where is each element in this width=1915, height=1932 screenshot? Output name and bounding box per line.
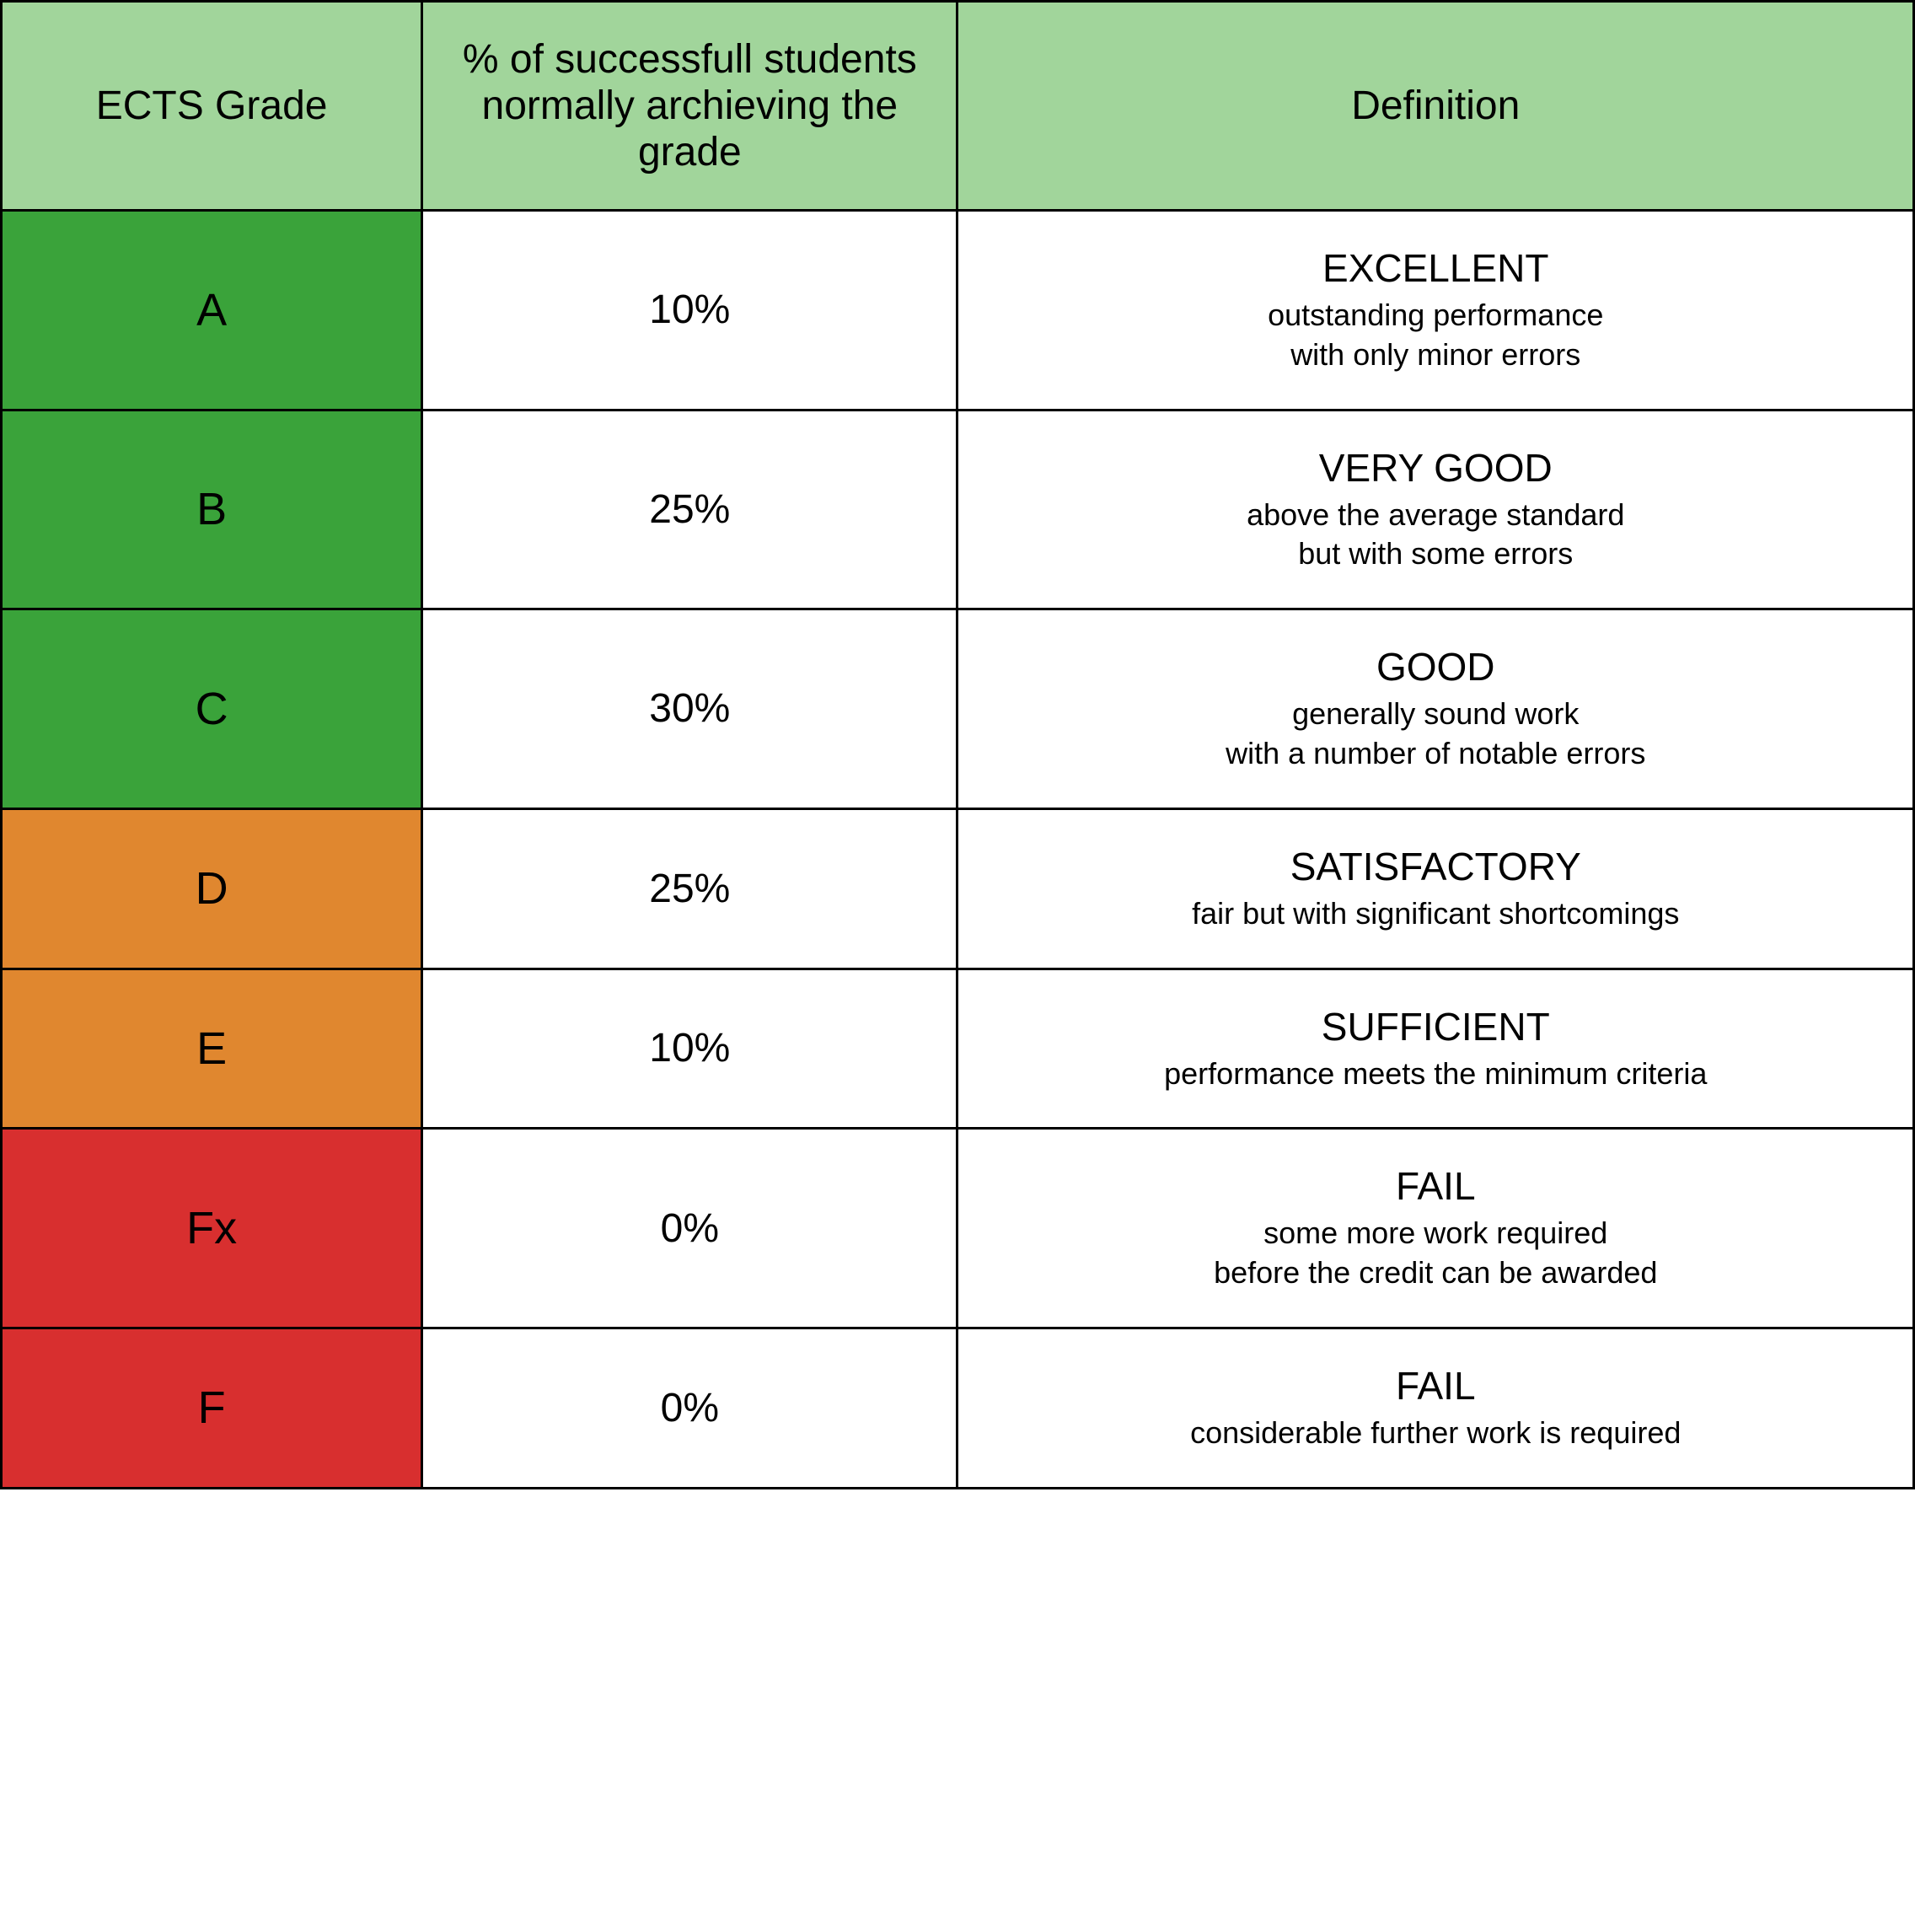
- grade-cell: E: [2, 969, 422, 1129]
- definition-title: SUFFICIENT: [975, 1004, 1896, 1049]
- col-header-grade: ECTS Grade: [2, 2, 422, 211]
- definition-sub: performance meets the minimum criteria: [975, 1055, 1896, 1094]
- percent-cell: 0%: [422, 1328, 958, 1488]
- percent-cell: 10%: [422, 211, 958, 411]
- percent-cell: 30%: [422, 609, 958, 809]
- definition-sub: fair but with significant shortcomings: [975, 894, 1896, 934]
- definition-cell: GOOD generally sound workwith a number of…: [958, 609, 1914, 809]
- percent-cell: 0%: [422, 1129, 958, 1328]
- percent-cell: 25%: [422, 808, 958, 969]
- grade-cell: F: [2, 1328, 422, 1488]
- table-row: A10% EXCELLENT outstanding performancewith…: [2, 211, 1914, 411]
- definition-cell: FAIL some more work requiredbefore the cr…: [958, 1129, 1914, 1328]
- grade-cell: C: [2, 609, 422, 809]
- table-body: A10%EXCELLENToutstanding performancewith…: [2, 211, 1914, 1489]
- definition-cell: FAIL considerable further work is require…: [958, 1328, 1914, 1488]
- definition-sub: above the average standardbut with some …: [975, 496, 1896, 575]
- grade-cell: A: [2, 211, 422, 411]
- table-row: C30% GOOD generally sound workwith a numbe…: [2, 609, 1914, 809]
- definition-sub: some more work requiredbefore the credit…: [975, 1214, 1896, 1293]
- table-row: D25% SATISFACTORY fair but with significan…: [2, 808, 1914, 969]
- definition-title: FAIL: [975, 1163, 1896, 1209]
- table-row: B25% VERY GOOD above the average standardb…: [2, 410, 1914, 609]
- grade-cell: D: [2, 808, 422, 969]
- percent-cell: 25%: [422, 410, 958, 609]
- table-row: Fx0% FAIL some more work requiredbefore th…: [2, 1129, 1914, 1328]
- grade-cell: B: [2, 410, 422, 609]
- definition-sub: outstanding performancewith only minor e…: [975, 296, 1896, 375]
- percent-cell: 10%: [422, 969, 958, 1129]
- definition-cell: SATISFACTORY fair but with significant sh…: [958, 808, 1914, 969]
- col-header-definition: Definition: [958, 2, 1914, 211]
- definition-sub: generally sound workwith a number of not…: [975, 695, 1896, 774]
- definition-cell: EXCELLENT outstanding performancewith onl…: [958, 211, 1914, 411]
- definition-title: VERY GOOD: [975, 445, 1896, 491]
- definition-cell: SUFFICIENT performance meets the minimum …: [958, 969, 1914, 1129]
- grade-cell: Fx: [2, 1129, 422, 1328]
- definition-title: EXCELLENT: [975, 245, 1896, 291]
- definition-title: GOOD: [975, 644, 1896, 690]
- table-row: E10% SUFFICIENT performance meets the mini…: [2, 969, 1914, 1129]
- definition-cell: VERY GOOD above the average standardbut w…: [958, 410, 1914, 609]
- definition-sub: considerable further work is required: [975, 1414, 1896, 1453]
- ects-grade-table: ECTS Grade % of successfull students nor…: [0, 0, 1915, 1489]
- col-header-percent: % of successfull students normally archi…: [422, 2, 958, 211]
- definition-title: FAIL: [975, 1363, 1896, 1409]
- table-row: F0% FAIL considerable further work is requ…: [2, 1328, 1914, 1488]
- definition-title: SATISFACTORY: [975, 844, 1896, 889]
- table-header-row: ECTS Grade % of successfull students nor…: [2, 2, 1914, 211]
